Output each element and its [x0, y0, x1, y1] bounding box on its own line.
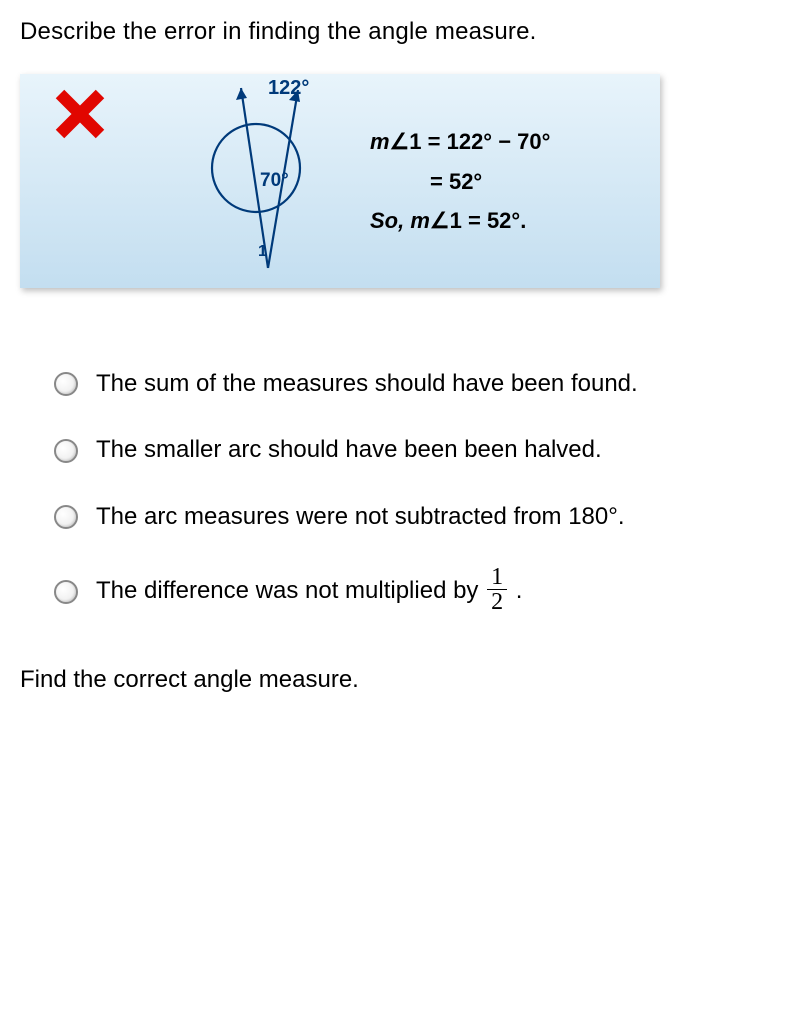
radio-icon[interactable]	[54, 372, 78, 396]
shown-work: m∠1 = 122° − 70° = 52° So, m∠1 = 52°.	[370, 122, 550, 241]
fraction-one-half: 12	[487, 565, 507, 614]
option-text: The smaller arc should have been been ha…	[96, 434, 602, 466]
radio-icon[interactable]	[54, 439, 78, 463]
worked-example-box: 122° 70° 1 m∠1 = 122° − 70° = 52° So, m∠…	[20, 74, 660, 288]
far-arc-label: 122°	[268, 78, 309, 99]
followup-prompt: Find the correct angle measure.	[20, 666, 780, 694]
answer-options: The sum of the measures should have been…	[54, 368, 780, 616]
work-line-1: m∠1 = 122° − 70°	[370, 122, 550, 162]
option-row[interactable]: The difference was not multiplied by 12 …	[54, 567, 780, 616]
option-row[interactable]: The sum of the measures should have been…	[54, 368, 780, 400]
question-prompt: Describe the error in finding the angle …	[20, 18, 780, 46]
radio-icon[interactable]	[54, 580, 78, 604]
work-line-2: = 52°	[370, 162, 550, 202]
work-line-3: So, m∠1 = 52°.	[370, 201, 550, 241]
option-text: The arc measures were not subtracted fro…	[96, 501, 625, 533]
radio-icon[interactable]	[54, 505, 78, 529]
option-text: The difference was not multiplied by 12 …	[96, 567, 522, 616]
circle-secants-diagram: 122° 70° 1	[196, 78, 356, 288]
angle-1-label: 1	[258, 243, 267, 260]
option-row[interactable]: The smaller arc should have been been ha…	[54, 434, 780, 466]
wrong-x-icon	[52, 86, 108, 142]
near-arc-label: 70°	[260, 170, 289, 191]
option-text: The sum of the measures should have been…	[96, 368, 638, 400]
option-row[interactable]: The arc measures were not subtracted fro…	[54, 501, 780, 533]
